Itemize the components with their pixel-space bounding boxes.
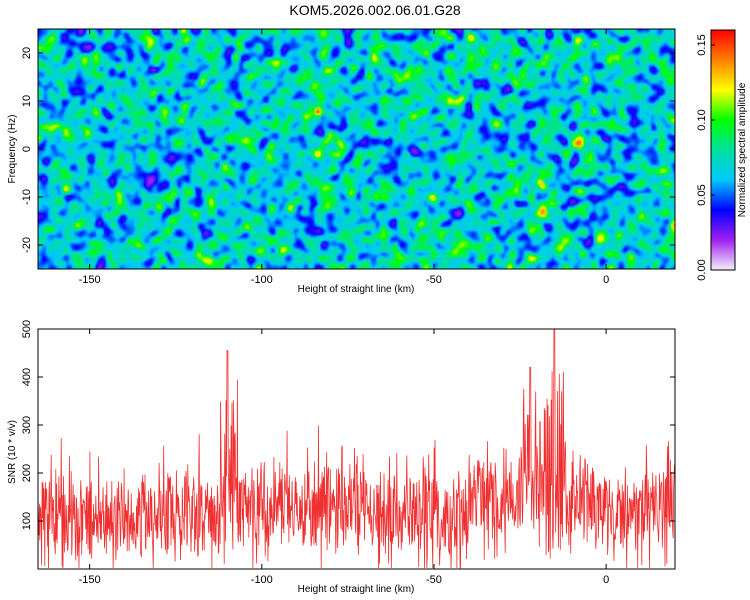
heatmap-y-tick-label: 10: [21, 95, 33, 107]
heatmap-image: [38, 29, 675, 269]
snr-series-line: [38, 329, 675, 569]
bottom-y-axis-label: SNR (10 * v/v): [7, 420, 18, 484]
colorbar-label: Normalized spectral amplitude: [737, 82, 748, 217]
snr-y-tick-label: 500: [21, 320, 33, 338]
colorbar: 0.00 0.05 0.10 0.15 Normalized spectral amp…: [696, 29, 748, 281]
bottom-x-ticks: -150 -100 -50 0: [79, 329, 609, 586]
snr-x-tick-label: -100: [251, 574, 273, 586]
snr-panel: -150 -100 -50 0 100 200 300 400 500 Height of s…: [7, 320, 676, 595]
snr-x-tick-label: 0: [603, 574, 609, 586]
snr-frame: [37, 328, 676, 570]
chart-title: KOM5.2026.002.06.01.G28: [289, 2, 461, 18]
colorbar-gradient: [710, 29, 736, 271]
top-y-axis-label: Frequency (Hz): [7, 115, 18, 184]
bottom-y-ticks: 100 200 300 400 500: [21, 320, 675, 530]
heatmap-x-tick-label: -50: [426, 274, 442, 286]
colorbar-ticks: 0.00 0.05 0.10 0.15: [696, 34, 715, 281]
top-x-ticks: -150 -100 -50 0: [79, 29, 609, 286]
snr-x-tick-label: -150: [79, 574, 101, 586]
heatmap-y-tick-label: -10: [21, 189, 33, 205]
colorbar-tick-label: 0.05: [696, 184, 708, 205]
colorbar-tick-label: 0.15: [696, 34, 708, 55]
bottom-x-axis-label: Height of straight line (km): [298, 584, 415, 595]
heatmap-x-tick-label: 0: [603, 274, 609, 286]
snr-y-tick-label: 400: [21, 368, 33, 386]
heatmap-x-tick-label: -100: [251, 274, 273, 286]
heatmap-y-tick-label: -20: [21, 237, 33, 253]
top-x-axis-label: Height of straight line (km): [298, 284, 415, 295]
snr-x-tick-label: -50: [426, 574, 442, 586]
colorbar-tick-label: 0.00: [696, 259, 708, 280]
colorbar-tick-label: 0.10: [696, 109, 708, 130]
heatmap-y-tick-label: 20: [21, 47, 33, 59]
heatmap-x-tick-label: -150: [79, 274, 101, 286]
snr-y-tick-label: 200: [21, 464, 33, 482]
heatmap-y-tick-label: 0: [21, 146, 33, 152]
snr-y-tick-label: 300: [21, 416, 33, 434]
top-y-ticks: -20 -10 0 10 20: [21, 47, 675, 253]
snr-y-tick-label: 100: [21, 512, 33, 530]
